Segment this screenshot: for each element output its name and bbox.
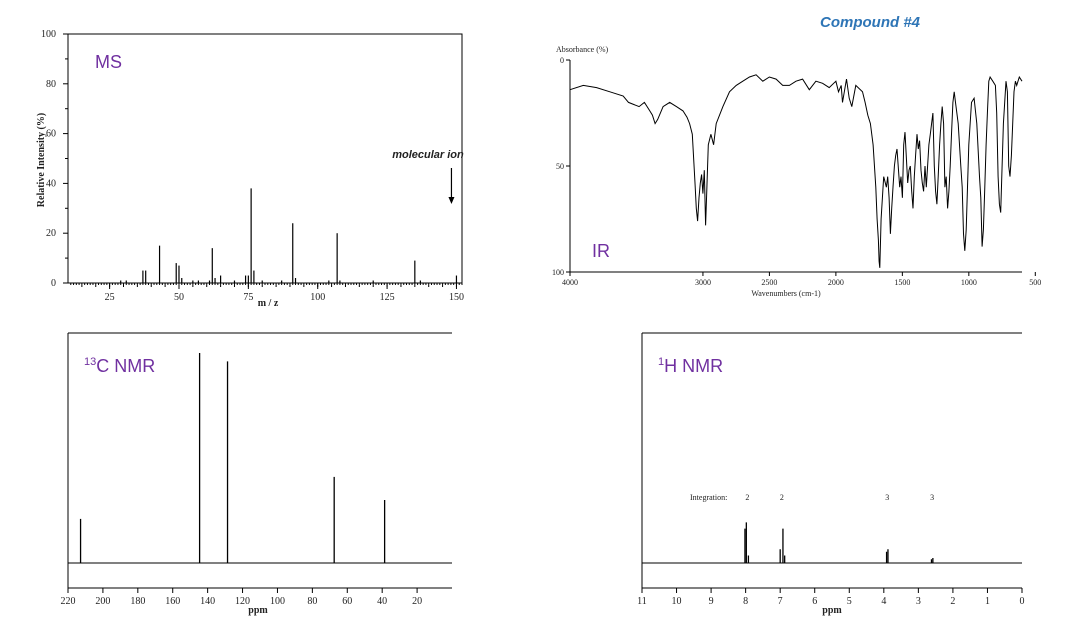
- h1-xlabel: ppm: [822, 605, 842, 616]
- h1-title: 1H NMR: [658, 356, 723, 376]
- ms-ytick-label: 60: [46, 129, 56, 140]
- c13-title-sup: 13: [84, 356, 96, 368]
- h1-xtick-label: 2: [950, 596, 955, 607]
- c13-xtick-label: 120: [235, 596, 250, 607]
- ms-xtick-label: 150: [449, 292, 464, 303]
- c13-xtick-label: 140: [200, 596, 215, 607]
- h1-integration-label: Integration:: [690, 493, 727, 502]
- ir-ytick-label: 0: [560, 56, 564, 65]
- c13-xtick-label: 60: [342, 596, 352, 607]
- ir-xtick-label: 3000: [695, 278, 711, 287]
- h1-integration-value: 3: [885, 493, 889, 502]
- ms-ytick-label: 100: [41, 29, 56, 40]
- ms-xtick-label: 75: [243, 292, 253, 303]
- ir-xtick-label: 500: [1029, 278, 1041, 287]
- h1-xtick-label: 5: [847, 596, 852, 607]
- h1-integration-value: 2: [745, 493, 749, 502]
- c13-xtick-label: 220: [61, 596, 76, 607]
- ir-ytick-label: 100: [552, 268, 564, 277]
- c13-title: 13C NMR: [84, 356, 155, 376]
- c13-xtick-label: 40: [377, 596, 387, 607]
- ms-xtick-label: 25: [105, 292, 115, 303]
- ms-xtick-label: 50: [174, 292, 184, 303]
- ms-ylabel: Relative Intensity (%): [36, 113, 47, 207]
- c13-xtick-label: 180: [130, 596, 145, 607]
- ms-ytick-label: 40: [46, 178, 56, 189]
- h1-xtick-label: 3: [916, 596, 921, 607]
- ir-xtick-label: 1500: [894, 278, 910, 287]
- h1-title-sup: 1: [658, 356, 664, 368]
- ir-spectrum-line: [569, 74, 1023, 268]
- ir-xtick-label: 2500: [761, 278, 777, 287]
- h1-integration-value: 2: [780, 493, 784, 502]
- h1-xtick-label: 0: [1020, 596, 1025, 607]
- ms-title: MS: [95, 52, 122, 72]
- ir-ylabel: Absorbance (%): [556, 45, 609, 54]
- h1-xtick-label: 11: [637, 596, 647, 607]
- ms-ytick-label: 80: [46, 79, 56, 90]
- ir-xtick-label: 2000: [828, 278, 844, 287]
- c13-xtick-label: 200: [95, 596, 110, 607]
- h1-title-rest: H NMR: [664, 356, 723, 376]
- h1-xtick-label: 7: [778, 596, 783, 607]
- c13-xtick-label: 160: [165, 596, 180, 607]
- ir-xtick-label: 1000: [961, 278, 977, 287]
- h1-xtick-label: 4: [881, 596, 886, 607]
- compound-title: Compound #4: [820, 14, 920, 31]
- ir-xtick-label: 4000: [562, 278, 578, 287]
- c13-xtick-label: 20: [412, 596, 422, 607]
- c13-title-rest: C NMR: [96, 356, 155, 376]
- h1-xtick-label: 8: [743, 596, 748, 607]
- ir-xlabel: Wavenumbers (cm-1): [751, 289, 821, 298]
- ms-ytick-label: 20: [46, 228, 56, 239]
- h1-xtick-label: 6: [812, 596, 817, 607]
- ms-xtick-label: 125: [380, 292, 395, 303]
- ms-annotation: molecular ion: [392, 149, 464, 161]
- ms-annotation-arrowhead: [448, 197, 455, 204]
- h1-integration-value: 3: [930, 493, 934, 502]
- h1-xtick-label: 9: [709, 596, 714, 607]
- h1-xtick-label: 10: [672, 596, 682, 607]
- ms-xlabel: m / z: [258, 298, 279, 309]
- c13-xtick-label: 100: [270, 596, 285, 607]
- ms-ytick-label: 0: [51, 278, 56, 289]
- ir-title: IR: [592, 241, 610, 261]
- c13-xtick-label: 80: [307, 596, 317, 607]
- c13-xlabel: ppm: [248, 605, 268, 616]
- ms-xtick-label: 100: [310, 292, 325, 303]
- h1-xtick-label: 1: [985, 596, 990, 607]
- ir-ytick-label: 50: [556, 162, 564, 171]
